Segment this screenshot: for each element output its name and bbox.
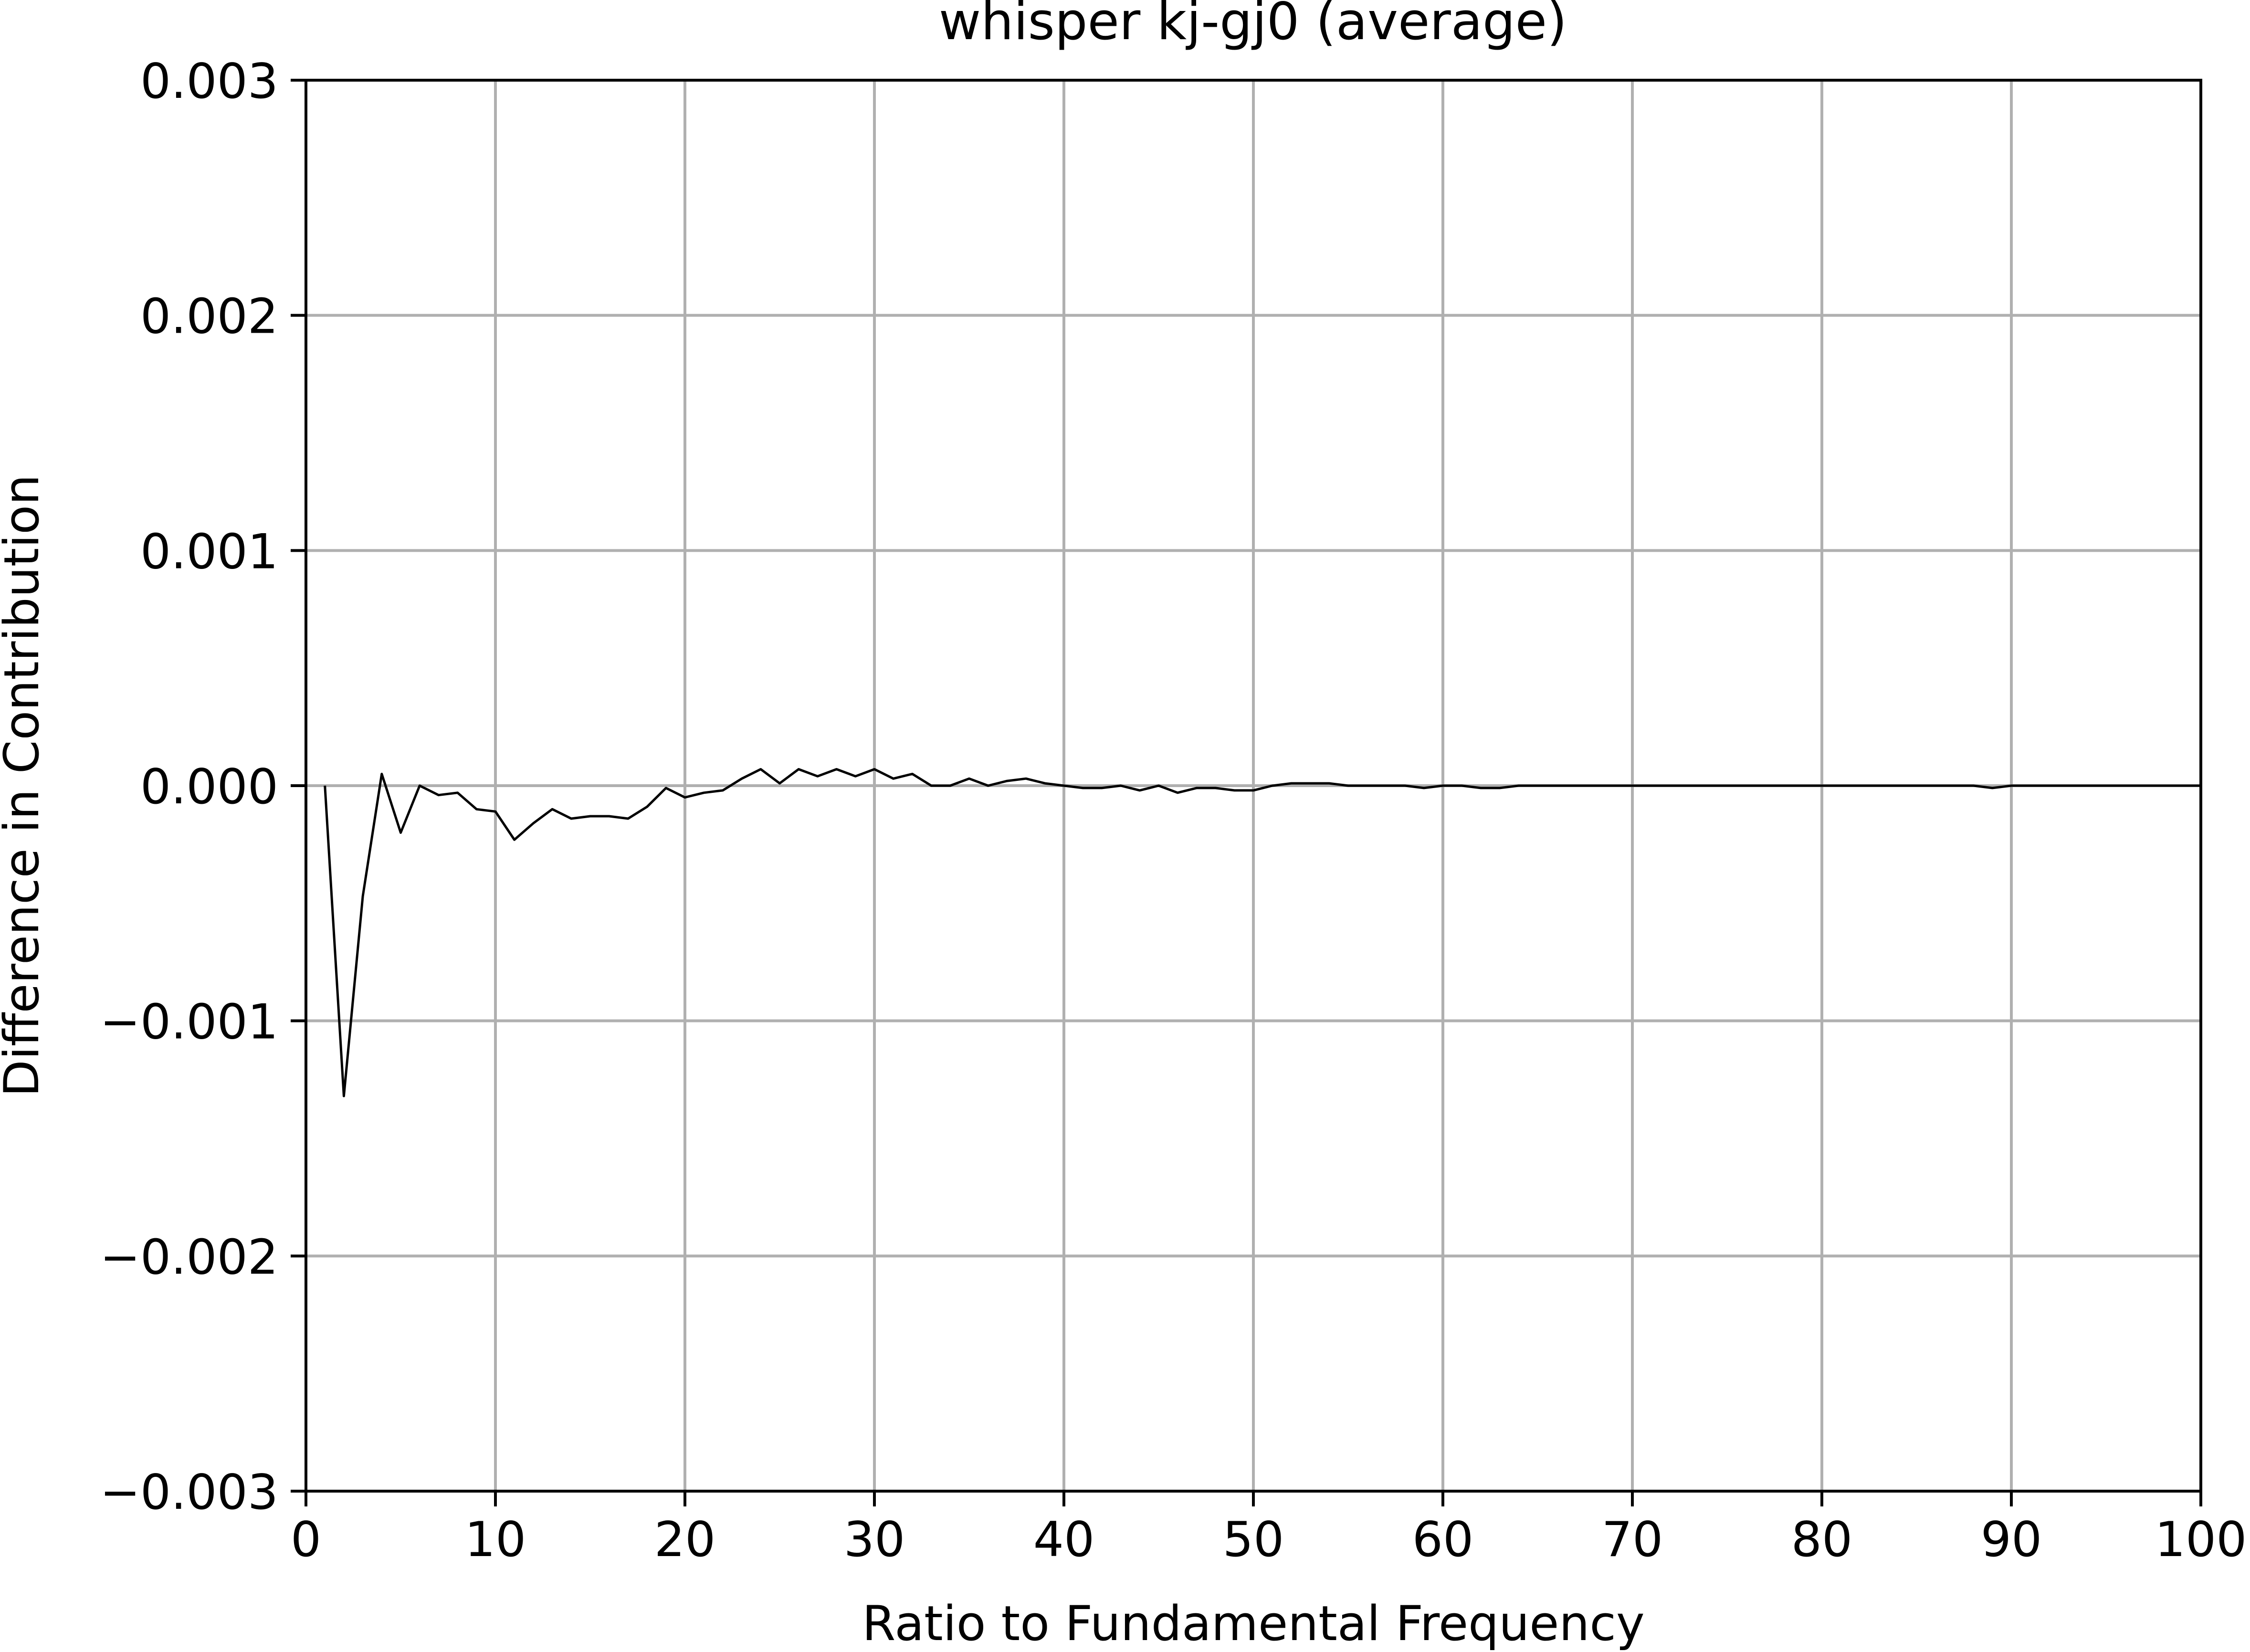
x-axis-label: Ratio to Fundamental Frequency [862, 1595, 1644, 1652]
y-tick-label: −0.003 [100, 1464, 278, 1520]
y-tick-label: 0.002 [140, 288, 278, 345]
x-tick-label: 0 [291, 1511, 321, 1568]
y-tick-label: −0.001 [100, 994, 278, 1050]
series-line [324, 768, 2201, 1097]
chart-title: whisper kj-gj0 (average) [939, 0, 1567, 52]
y-axis: −0.003 −0.002 −0.001 0.000 0.001 0.002 0.003 [100, 53, 306, 1520]
x-tick-label: 60 [1412, 1511, 1474, 1568]
y-tick-label: −0.002 [100, 1229, 278, 1285]
y-tick-label: 0.001 [140, 523, 278, 579]
x-tick-label: 30 [844, 1511, 905, 1568]
x-tick-label: 80 [1791, 1511, 1853, 1568]
x-tick-label: 70 [1602, 1511, 1663, 1568]
y-axis-label: Difference in Contribution [0, 474, 50, 1097]
y-tick-label: 0.000 [140, 758, 278, 815]
y-tick-label: 0.003 [140, 53, 278, 109]
x-tick-label: 20 [654, 1511, 716, 1568]
x-tick-label: 100 [2155, 1511, 2247, 1568]
x-tick-label: 10 [465, 1511, 526, 1568]
x-axis: 0 10 20 30 40 50 60 70 80 90 100 [291, 1491, 2247, 1568]
series-layer [324, 768, 2201, 1097]
x-tick-label: 50 [1223, 1511, 1284, 1568]
x-tick-label: 90 [1981, 1511, 2042, 1568]
x-tick-label: 40 [1033, 1511, 1095, 1568]
